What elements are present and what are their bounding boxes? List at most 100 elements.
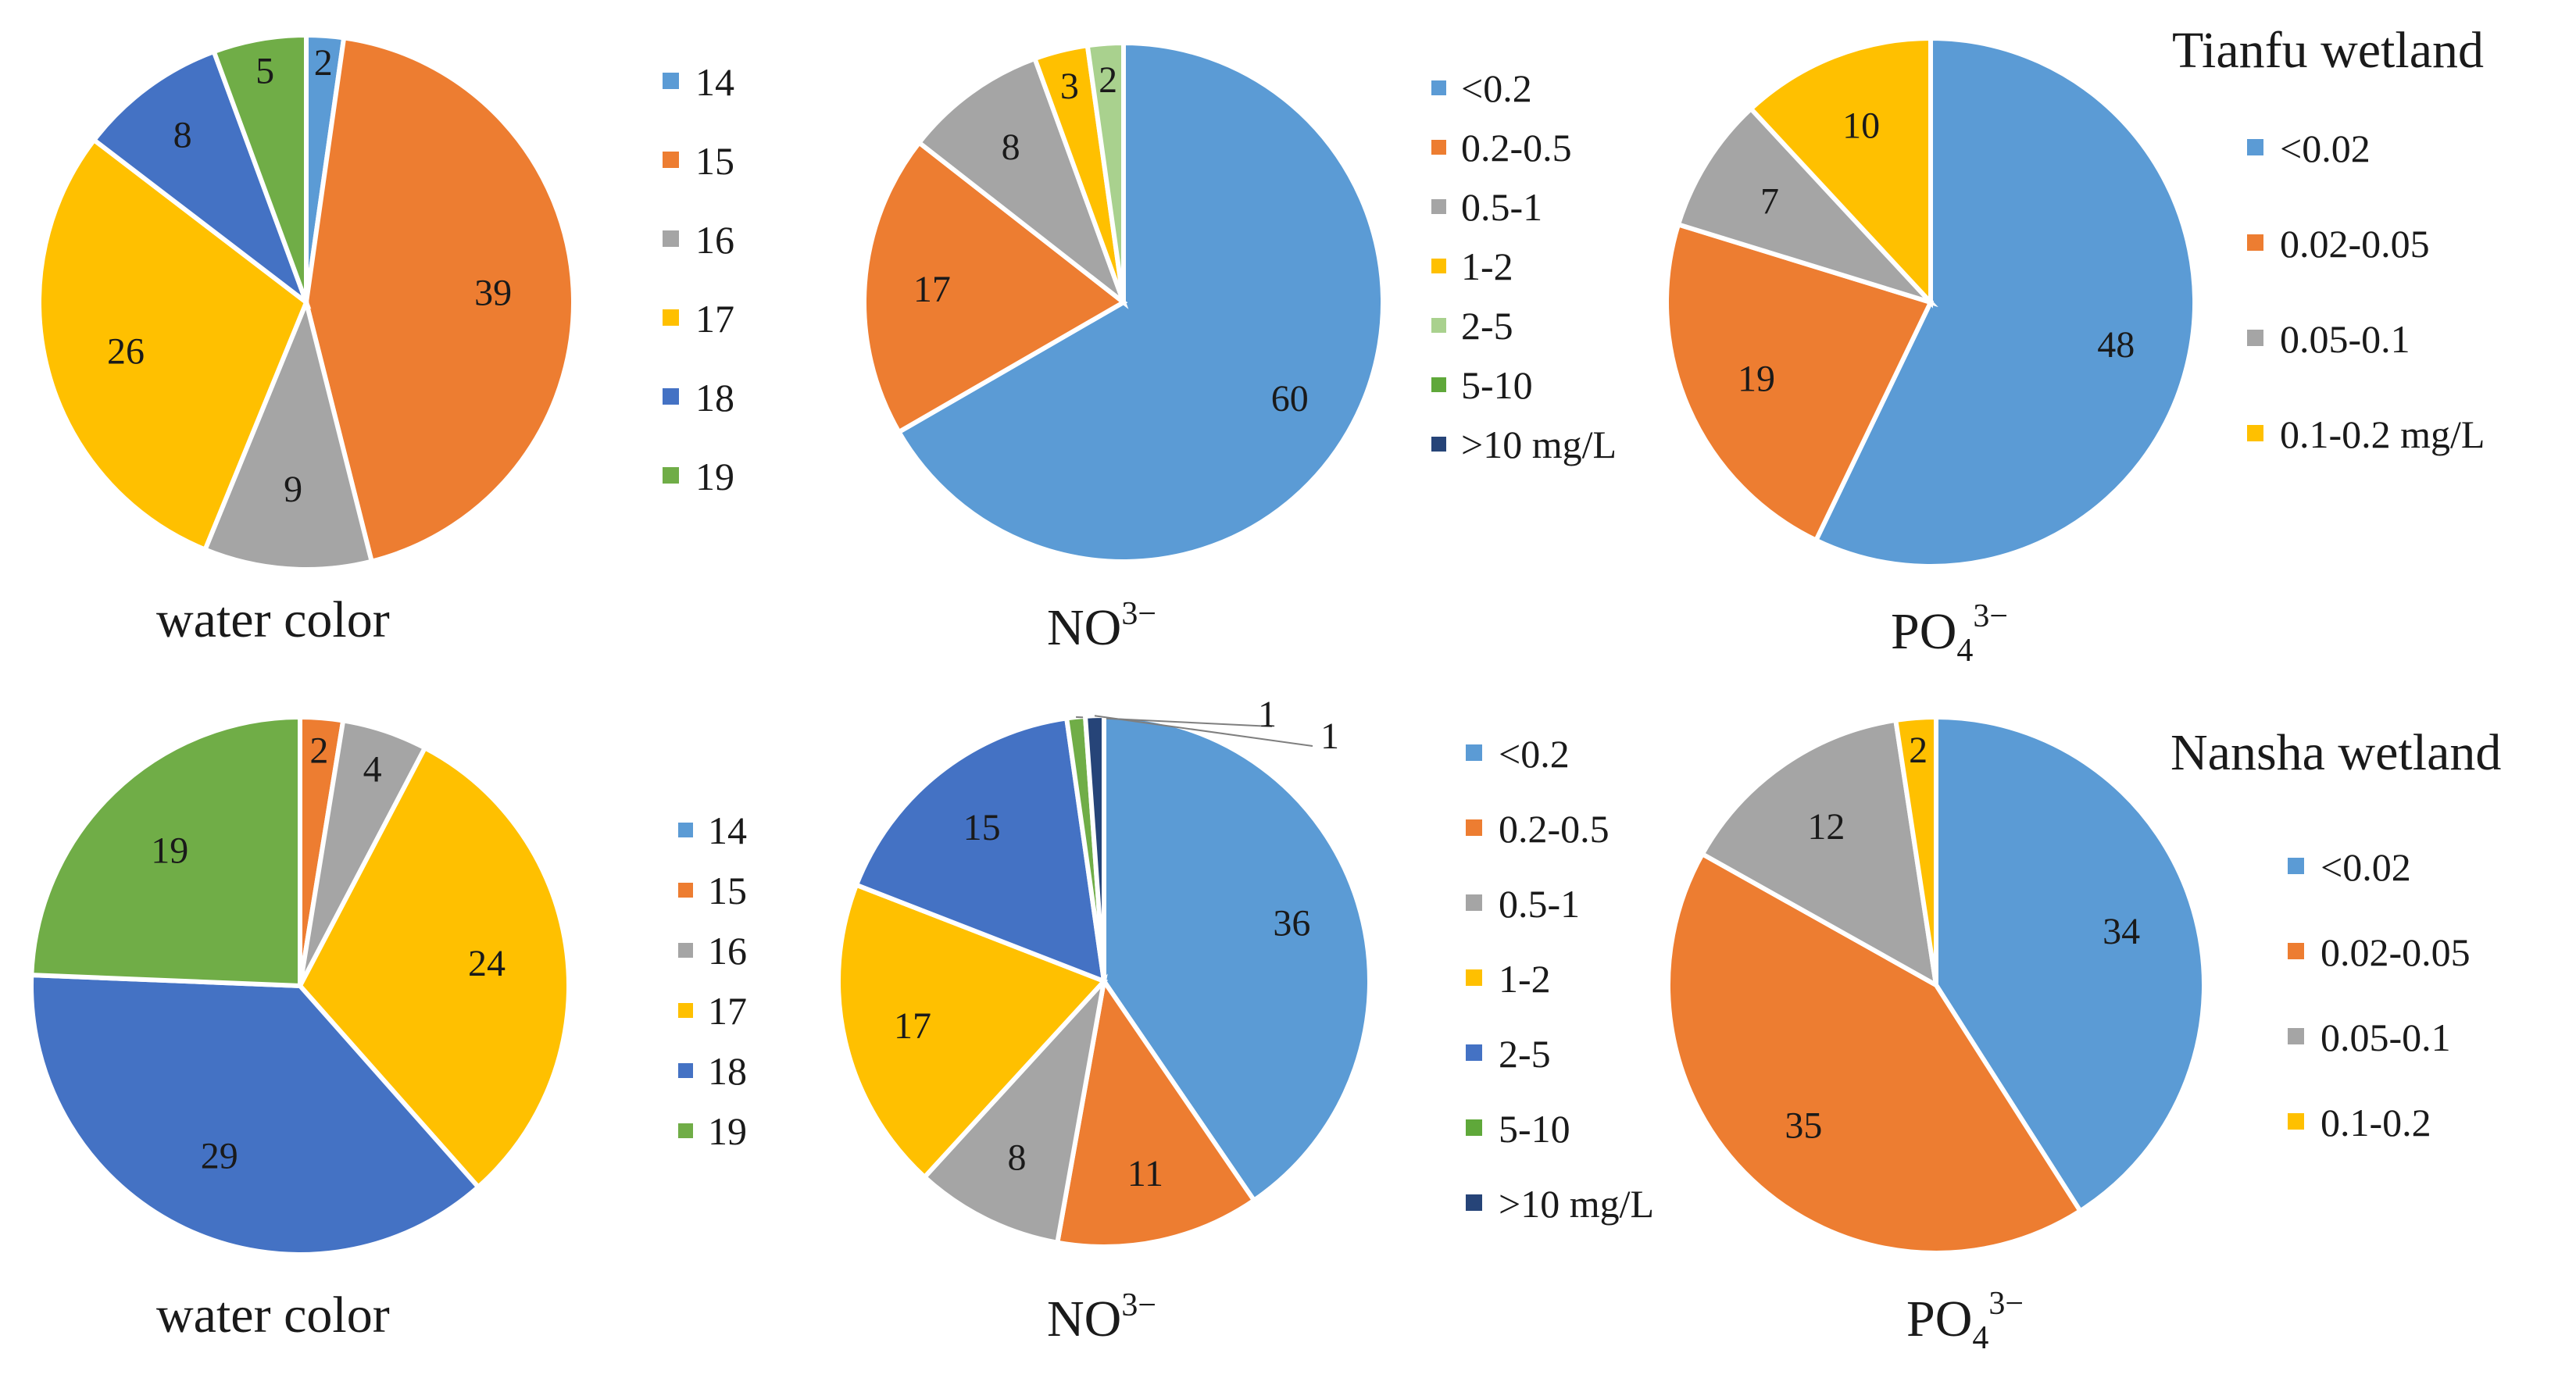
legend-swatch <box>663 388 679 405</box>
legend-swatch <box>1431 80 1446 95</box>
data-label: 24 <box>468 943 506 984</box>
legend-swatch <box>663 73 679 89</box>
legend-swatch <box>663 309 679 326</box>
legend-swatch <box>2247 425 2263 441</box>
legend-item: 14 <box>695 60 734 104</box>
data-label: 48 <box>2097 324 2135 366</box>
data-label: 2 <box>309 730 328 771</box>
pie-slice <box>862 139 1128 436</box>
legend-item: 2-5 <box>1461 304 1513 348</box>
nansha-title: Nansha wetland <box>2170 724 2501 781</box>
pie-slice <box>916 55 1129 309</box>
legend-item: 19 <box>695 455 734 498</box>
legend-item: 17 <box>695 297 734 341</box>
legend-swatch <box>663 152 679 168</box>
legend-item: 5-10 <box>1461 363 1533 407</box>
legend-swatch <box>663 230 679 247</box>
legend-item: 16 <box>695 218 734 262</box>
pie-slice <box>1664 221 1935 544</box>
chart-caption: PO43− <box>1906 1286 2024 1356</box>
legend: <0.2 0.2-0.5 0.5-1 1-2 2-5 5-10 >10 mg/L <box>1431 66 1617 466</box>
legend-item: <0.02 <box>2321 845 2411 889</box>
data-label: 29 <box>201 1136 238 1177</box>
legend: 14 15 16 17 18 19 <box>678 809 747 1153</box>
data-label: 2 <box>314 42 333 84</box>
chart-caption: water color <box>156 1287 390 1344</box>
legend-item: 1-2 <box>1499 957 1551 1001</box>
legend-item: 17 <box>708 989 747 1033</box>
pie-slice <box>29 714 302 989</box>
data-label: 36 <box>1273 903 1310 944</box>
legend-item: 18 <box>708 1049 747 1093</box>
data-label: 35 <box>1785 1105 1822 1147</box>
data-label: 2 <box>1909 730 1928 771</box>
data-label: 60 <box>1271 378 1309 419</box>
pie-slice <box>29 973 482 1257</box>
legend-item: 15 <box>708 869 747 912</box>
legend-item: 0.02-0.05 <box>2280 222 2430 266</box>
pie-slice <box>1084 40 1126 303</box>
data-label: 39 <box>474 272 512 313</box>
legend-swatch <box>1431 199 1446 214</box>
pie-slice <box>836 881 1109 1181</box>
data-label: 8 <box>173 114 192 155</box>
pie-chart-3: 48 19 7 10 <0.02 0.02-0.05 0.05-0.1 0.1-0.2 mg/… <box>1664 35 2485 669</box>
data-label: 2 <box>1099 59 1117 101</box>
legend: <0.02 0.02-0.05 0.05-0.1 0.1-0.2 mg/L <box>2247 127 2485 456</box>
legend-swatch <box>2288 1113 2304 1130</box>
pie-slice <box>297 744 571 1191</box>
pie-chart-4: 2 4 24 29 19 14 15 16 17 18 19 water color <box>29 714 747 1344</box>
legend-item: 0.2-0.5 <box>1461 126 1572 170</box>
legend-item: 2-5 <box>1499 1032 1551 1076</box>
pie-slice <box>1699 717 1939 990</box>
pie-slice <box>921 973 1108 1246</box>
legend-swatch <box>678 883 693 898</box>
data-label: 12 <box>1807 806 1845 848</box>
legend-swatch <box>1431 377 1446 392</box>
legend-item: 15 <box>695 139 734 183</box>
legend-swatch <box>2247 234 2263 251</box>
legend-swatch <box>678 1123 693 1138</box>
chart-caption: PO43− <box>1891 598 2008 669</box>
legend-item: 0.2-0.5 <box>1499 807 1610 851</box>
legend-swatch <box>1431 318 1446 333</box>
pie-slice <box>202 295 375 572</box>
legend-swatch <box>2247 139 2263 155</box>
pie-slice <box>1747 35 1933 309</box>
legend-item: >10 mg/L <box>1499 1182 1654 1226</box>
legend-item: 18 <box>695 376 734 419</box>
data-label: 34 <box>2103 911 2140 952</box>
data-label: 19 <box>1738 358 1775 399</box>
chart-caption: water color <box>156 591 390 648</box>
pie-slice <box>303 35 576 565</box>
chart-caption: NO3− <box>1047 1287 1156 1348</box>
data-label: 11 <box>1127 1153 1163 1194</box>
pie-slice <box>1892 714 1938 986</box>
legend-item: <0.2 <box>1461 66 1532 110</box>
legend-swatch <box>1466 744 1482 761</box>
legend-swatch <box>2288 1028 2304 1044</box>
data-label: 9 <box>284 469 302 510</box>
leader-line <box>1094 715 1313 747</box>
legend-item: 0.1-0.2 <box>2321 1101 2431 1144</box>
legend-swatch <box>678 1003 693 1018</box>
legend: <0.2 0.2-0.5 0.5-1 1-2 2-5 5-10 >10 mg/L <box>1466 732 1654 1226</box>
pie-slice <box>37 136 309 553</box>
data-label: 5 <box>255 51 274 92</box>
tianfu-title: Tianfu wetland <box>2172 22 2484 79</box>
pie-slice <box>1054 975 1258 1249</box>
legend-swatch <box>2288 858 2304 874</box>
pie-slice <box>853 715 1107 985</box>
legend-swatch <box>678 1063 693 1078</box>
legend-swatch <box>1466 969 1482 986</box>
legend: 14 15 16 17 18 19 <box>663 60 734 498</box>
legend-item: <0.02 <box>2280 127 2371 170</box>
data-label: 17 <box>894 1005 931 1047</box>
legend-swatch <box>1466 1194 1482 1211</box>
legend-swatch <box>1466 819 1482 836</box>
legend-swatch <box>1431 140 1446 155</box>
data-label: 3 <box>1060 66 1079 107</box>
pie-slice <box>1666 851 2084 1255</box>
